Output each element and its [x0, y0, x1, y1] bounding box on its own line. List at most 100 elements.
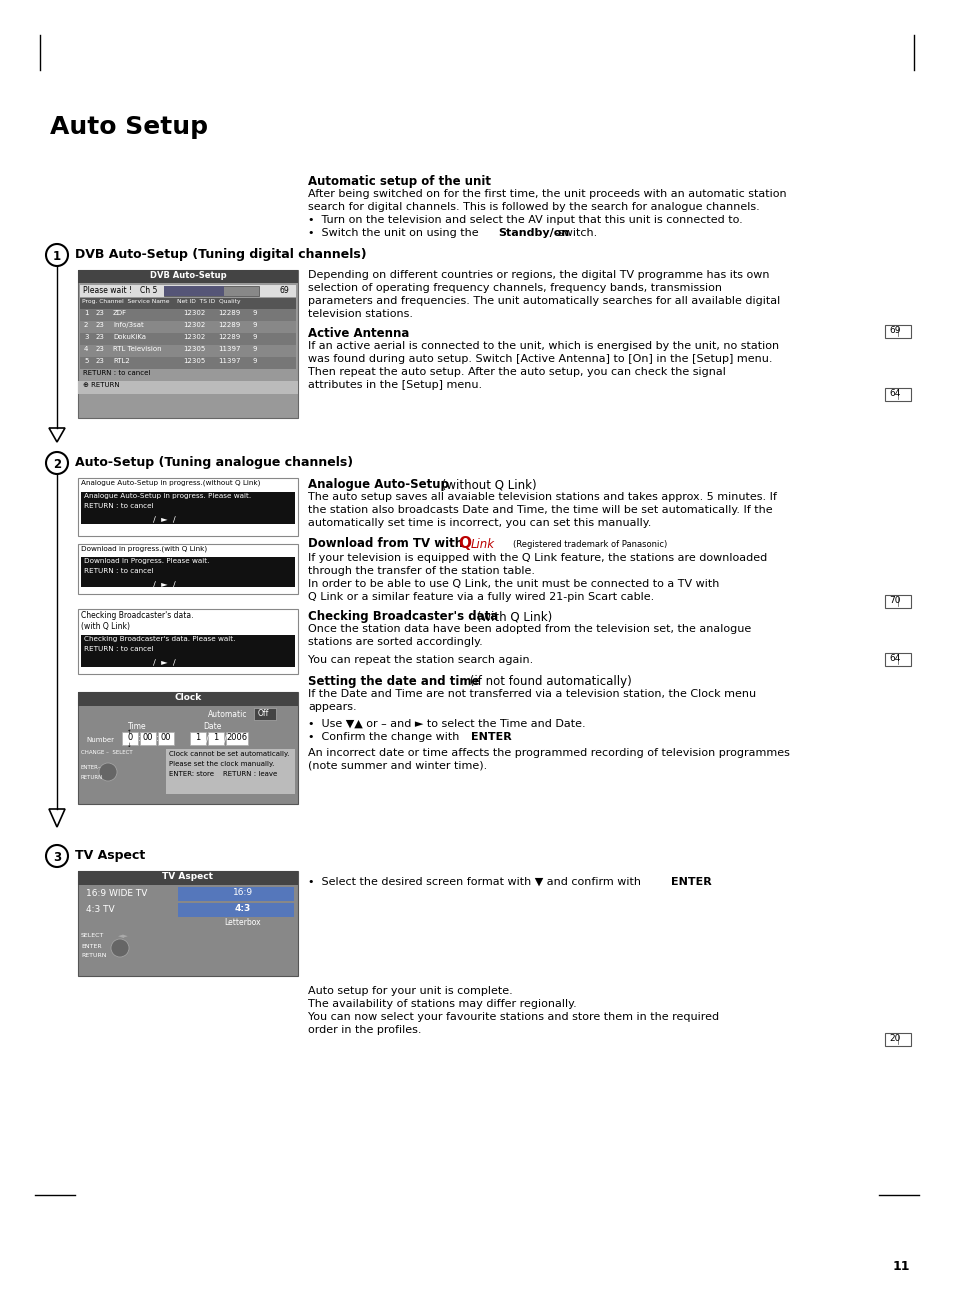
Text: Depending on different countries or regions, the digital TV programme has its ow: Depending on different countries or regi… — [308, 270, 769, 279]
Text: ◄►: ◄► — [118, 932, 129, 939]
Text: DVB Auto-Setup (Tuning digital channels): DVB Auto-Setup (Tuning digital channels) — [75, 248, 366, 261]
Bar — [140, 731, 156, 744]
Text: If an active aerial is connected to the unit, which is energised by the unit, no: If an active aerial is connected to the … — [308, 341, 779, 351]
Bar — [80, 333, 295, 345]
Bar — [78, 692, 297, 707]
Bar — [208, 731, 224, 744]
Text: 9: 9 — [253, 358, 257, 364]
Text: After being switched on for the first time, the unit proceeds with an automatic : After being switched on for the first ti… — [308, 189, 786, 199]
Text: the station also broadcasts Date and Time, the time will be set automatically. I: the station also broadcasts Date and Tim… — [308, 505, 772, 515]
Text: ENTER: ENTER — [471, 731, 511, 742]
Text: 1: 1 — [213, 733, 218, 742]
Text: was found during auto setup. Switch [Active Antenna] to [On] in the [Setup] menu: was found during auto setup. Switch [Act… — [308, 354, 772, 364]
Bar — [884, 596, 910, 609]
Text: 2006: 2006 — [226, 733, 247, 742]
Text: Auto setup for your unit is complete.: Auto setup for your unit is complete. — [308, 986, 512, 996]
Text: 11397: 11397 — [218, 358, 240, 364]
Text: (if not found automatically): (if not found automatically) — [465, 675, 631, 688]
Bar — [78, 270, 297, 283]
Text: 12305: 12305 — [183, 358, 205, 364]
Bar — [80, 298, 295, 310]
Text: /: / — [206, 734, 209, 743]
Text: :: : — [156, 734, 158, 743]
Text: 4:3 TV: 4:3 TV — [86, 905, 114, 914]
Text: Active Antenna: Active Antenna — [308, 326, 409, 340]
Text: 12302: 12302 — [183, 323, 205, 328]
Text: Link: Link — [471, 538, 495, 551]
Text: •  Confirm the change with: • Confirm the change with — [308, 731, 462, 742]
Text: 3: 3 — [84, 334, 89, 340]
Bar — [178, 887, 294, 901]
Bar — [78, 478, 297, 535]
Text: ENTER: ENTER — [81, 944, 102, 949]
Text: 1: 1 — [52, 249, 61, 263]
Text: 23: 23 — [96, 310, 105, 316]
Text: •  Switch the unit on using the: • Switch the unit on using the — [308, 229, 481, 238]
Text: 23: 23 — [96, 323, 105, 328]
Text: ⊕ RETURN: ⊕ RETURN — [83, 381, 119, 388]
Text: Analogue Auto-Setup: Analogue Auto-Setup — [308, 478, 449, 491]
Text: •  Turn on the television and select the AV input that this unit is connected to: • Turn on the television and select the … — [308, 215, 742, 225]
Text: (note summer and winter time).: (note summer and winter time). — [308, 761, 487, 771]
Text: RETURN : to cancel: RETURN : to cancel — [84, 646, 153, 652]
Text: 69: 69 — [280, 286, 290, 295]
Text: DokuKiKa: DokuKiKa — [112, 334, 146, 340]
Text: You can repeat the station search again.: You can repeat the station search again. — [308, 656, 533, 665]
Text: Number: Number — [86, 737, 113, 743]
Text: (with Q Link): (with Q Link) — [473, 610, 552, 623]
Text: ∕  ►  ∕: ∕ ► ∕ — [152, 580, 175, 589]
Text: Letterbox: Letterbox — [225, 918, 261, 927]
Text: You can now select your favourite stations and store them in the required: You can now select your favourite statio… — [308, 1012, 719, 1023]
Text: Q: Q — [457, 535, 471, 551]
Bar — [884, 1033, 910, 1046]
Bar — [81, 556, 294, 586]
Text: 1: 1 — [195, 733, 200, 742]
Text: Auto-Setup (Tuning analogue channels): Auto-Setup (Tuning analogue channels) — [75, 456, 353, 469]
Text: 4:3: 4:3 — [234, 904, 251, 913]
Text: ENTER–: ENTER– — [81, 765, 102, 771]
Text: 12289: 12289 — [218, 323, 240, 328]
Bar — [164, 286, 258, 296]
Text: The availability of stations may differ regionally.: The availability of stations may differ … — [308, 999, 577, 1010]
Text: DVB Auto-Setup: DVB Auto-Setup — [150, 272, 226, 279]
Bar — [78, 871, 297, 976]
Bar — [78, 609, 297, 674]
Text: An incorrect date or time affects the programmed recording of television program: An incorrect date or time affects the pr… — [308, 748, 789, 757]
Circle shape — [111, 939, 129, 957]
Text: ↑: ↑ — [127, 730, 132, 735]
Bar — [78, 545, 297, 594]
Bar — [78, 871, 297, 885]
Text: 12289: 12289 — [218, 310, 240, 316]
Text: 16:9: 16:9 — [233, 888, 253, 897]
Text: Off: Off — [257, 709, 269, 718]
Text: 9: 9 — [253, 310, 257, 316]
Circle shape — [99, 763, 117, 781]
Text: •  Use ▼▲ or – and ► to select the Time and Date.: • Use ▼▲ or – and ► to select the Time a… — [308, 720, 585, 729]
Text: (with Q Link): (with Q Link) — [81, 622, 130, 631]
Text: 9: 9 — [253, 346, 257, 353]
Text: SELECT: SELECT — [81, 932, 104, 938]
Text: search for digital channels. This is followed by the search for analogue channel: search for digital channels. This is fol… — [308, 202, 759, 212]
Text: ZDF: ZDF — [112, 310, 127, 316]
Text: order in the profiles.: order in the profiles. — [308, 1025, 421, 1034]
Text: 69: 69 — [888, 326, 900, 336]
Text: Checking Broadcaster's data: Checking Broadcaster's data — [308, 610, 497, 623]
Text: 0: 0 — [128, 733, 132, 742]
Text: (Registered trademark of Panasonic): (Registered trademark of Panasonic) — [513, 539, 666, 549]
Text: ∕  ►  ∕: ∕ ► ∕ — [152, 658, 175, 667]
Circle shape — [46, 244, 68, 266]
Text: 64: 64 — [888, 389, 900, 398]
Bar — [178, 902, 294, 917]
Text: Checking Broadcaster's data.: Checking Broadcaster's data. — [81, 611, 193, 620]
Text: 23: 23 — [96, 334, 105, 340]
Text: 23: 23 — [96, 358, 105, 364]
Text: CHANGE –  SELECT: CHANGE – SELECT — [81, 750, 132, 755]
Text: TV Aspect: TV Aspect — [162, 872, 213, 882]
Text: In order to be able to use Q Link, the unit must be connected to a TV with: In order to be able to use Q Link, the u… — [308, 579, 719, 589]
Text: Once the station data have been adopted from the television set, the analogue: Once the station data have been adopted … — [308, 624, 750, 633]
Text: 5: 5 — [84, 358, 89, 364]
Text: 00: 00 — [161, 733, 172, 742]
Bar — [80, 310, 295, 321]
Text: Analogue Auto-Setup in progress. Please wait.: Analogue Auto-Setup in progress. Please … — [84, 492, 251, 499]
Text: Ch 5: Ch 5 — [140, 286, 157, 295]
